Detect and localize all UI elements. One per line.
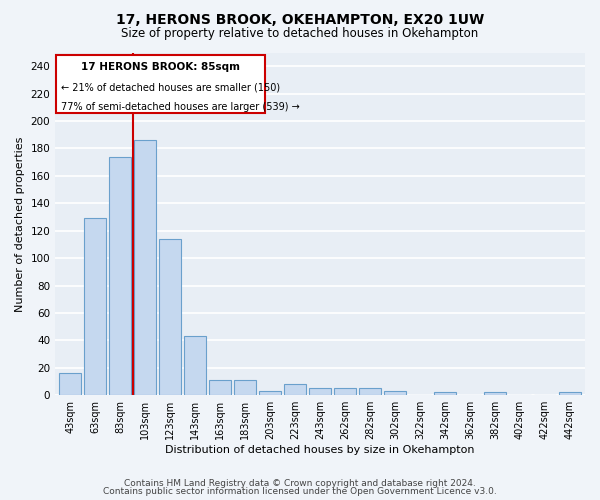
Bar <box>334 388 356 395</box>
Bar <box>134 140 157 395</box>
Bar <box>209 380 232 395</box>
X-axis label: Distribution of detached houses by size in Okehampton: Distribution of detached houses by size … <box>166 445 475 455</box>
Bar <box>384 391 406 395</box>
Y-axis label: Number of detached properties: Number of detached properties <box>15 136 25 312</box>
Bar <box>359 388 382 395</box>
Text: Size of property relative to detached houses in Okehampton: Size of property relative to detached ho… <box>121 28 479 40</box>
Text: 17, HERONS BROOK, OKEHAMPTON, EX20 1UW: 17, HERONS BROOK, OKEHAMPTON, EX20 1UW <box>116 12 484 26</box>
Bar <box>259 391 281 395</box>
Bar <box>159 239 181 395</box>
Bar <box>309 388 331 395</box>
Bar <box>184 336 206 395</box>
Bar <box>234 380 256 395</box>
Bar <box>284 384 307 395</box>
Bar <box>434 392 456 395</box>
Text: Contains public sector information licensed under the Open Government Licence v3: Contains public sector information licen… <box>103 487 497 496</box>
Bar <box>484 392 506 395</box>
Text: 77% of semi-detached houses are larger (539) →: 77% of semi-detached houses are larger (… <box>61 102 300 112</box>
Bar <box>109 156 131 395</box>
Text: ← 21% of detached houses are smaller (150): ← 21% of detached houses are smaller (15… <box>61 82 281 92</box>
Bar <box>559 392 581 395</box>
Bar <box>84 218 106 395</box>
Text: 17 HERONS BROOK: 85sqm: 17 HERONS BROOK: 85sqm <box>81 62 240 72</box>
Bar <box>59 374 82 395</box>
Text: Contains HM Land Registry data © Crown copyright and database right 2024.: Contains HM Land Registry data © Crown c… <box>124 478 476 488</box>
FancyBboxPatch shape <box>56 55 265 113</box>
